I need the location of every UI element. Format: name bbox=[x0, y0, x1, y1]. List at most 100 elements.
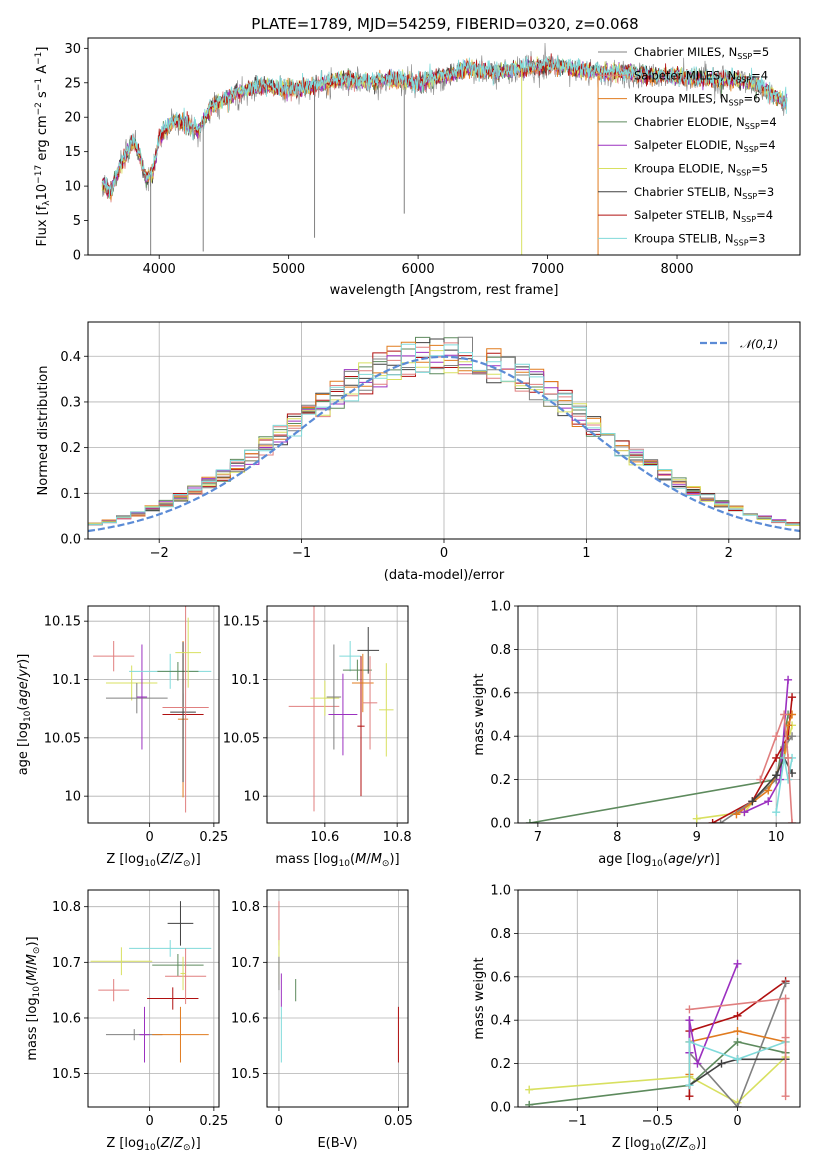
residuals-ytick-label: 0.4 bbox=[60, 350, 81, 365]
age_vs_Z-ylabel: age [log10(age/yr)] bbox=[16, 654, 33, 776]
weight_vs_age-marker bbox=[772, 771, 781, 780]
weight_vs_age-marker bbox=[708, 819, 717, 823]
spectrum-ytick-label: 5 bbox=[73, 214, 81, 229]
weight_vs_age-series bbox=[756, 710, 797, 823]
weight_vs_age-marker bbox=[716, 819, 725, 823]
legend-label-ch_st: Chabrier STELIB, NSSP=3 bbox=[634, 185, 774, 201]
mass_vs_Z-plot-area bbox=[90, 901, 212, 1063]
spectrum-ytick-label: 0 bbox=[73, 249, 81, 264]
mass_vs_Z-point bbox=[90, 947, 153, 976]
age_vs_mass-point bbox=[379, 663, 394, 757]
residuals-ytick-label: 0.0 bbox=[60, 533, 81, 548]
weight_vs_Z-ytick-label: 0.4 bbox=[490, 1014, 511, 1029]
weight_vs_Z-marker bbox=[525, 1100, 534, 1107]
legend-label-kr_el: Kroupa ELODIE, NSSP=5 bbox=[634, 162, 768, 178]
weight_vs_Z-ytick-label: 0.8 bbox=[490, 927, 511, 942]
mass-vs-ebv-panel: 0 0.05 10.5 10.6 10.7 10.8 E(B-V) bbox=[231, 889, 413, 1151]
spectrum-xlabel: wavelength [Angstrom, rest frame] bbox=[330, 283, 559, 298]
age_vs_Z-point bbox=[93, 641, 135, 672]
mass_vs_Z-xtick-label: 0.25 bbox=[199, 1114, 228, 1129]
spectrum-xtick-label: 8000 bbox=[660, 262, 693, 277]
age_vs_mass-axes-frame bbox=[266, 605, 409, 824]
spectrum-line-kr_st bbox=[101, 55, 788, 199]
age_vs_Z-point bbox=[105, 683, 168, 714]
weight_vs_age-marker bbox=[784, 675, 793, 684]
weight_vs_Z-ytick-label: 1.0 bbox=[490, 884, 511, 899]
age_vs_mass-ytick-label: 10.05 bbox=[223, 731, 260, 746]
residual-histogram-kr_st bbox=[88, 343, 800, 525]
mass_vs_Z-point bbox=[167, 901, 194, 946]
weight_vs_age-marker bbox=[732, 810, 741, 819]
age_vs_mass-ytick-label: 10.1 bbox=[231, 673, 260, 688]
residuals-xtick-label: 0 bbox=[440, 546, 448, 561]
weight_vs_Z-marker bbox=[685, 1005, 694, 1014]
weight_vs_Z-xtick-label: −1 bbox=[568, 1114, 587, 1129]
age_vs_Z-point bbox=[136, 644, 148, 750]
age_vs_mass-point bbox=[326, 644, 342, 750]
weight_vs_Z-marker bbox=[733, 1027, 742, 1036]
mass_vs_Z-point bbox=[152, 1006, 209, 1063]
legend-label-sa_st: Salpeter STELIB, NSSP=4 bbox=[634, 208, 773, 224]
legend-label-sa_el: Salpeter ELODIE, NSSP=4 bbox=[634, 138, 776, 154]
weight_vs_age-ytick-label: 1.0 bbox=[490, 600, 511, 615]
weight_vs_age-marker bbox=[788, 710, 797, 719]
weight_vs_Z-marker bbox=[781, 1092, 790, 1101]
weight_vs_Z-marker bbox=[525, 1085, 534, 1094]
age_vs_mass-point bbox=[357, 627, 380, 674]
weight_vs_age-marker bbox=[780, 710, 789, 719]
weight_vs_Z-marker bbox=[733, 1055, 742, 1064]
legend-label-kr_st: Kroupa STELIB, NSSP=3 bbox=[634, 231, 765, 247]
age_vs_mass-xtick-label: 10.8 bbox=[383, 830, 412, 845]
weight_vs_age-marker bbox=[772, 808, 781, 817]
spectrum-ytick-label: 15 bbox=[64, 145, 81, 160]
mass_vs_EBV-xtick-label: 0.05 bbox=[384, 1114, 413, 1129]
age_vs_mass-ytick-label: 10 bbox=[243, 790, 260, 805]
weight_vs_Z-marker bbox=[781, 994, 790, 1003]
weight_vs_Z-xtick-label: −0.5 bbox=[642, 1114, 674, 1129]
mass_vs_Z-point bbox=[180, 956, 186, 991]
weight_vs_age-marker bbox=[788, 819, 797, 823]
weight_vs_Z-axes-frame bbox=[517, 889, 801, 1108]
age_vs_Z-point bbox=[170, 642, 196, 783]
age_vs_Z-point bbox=[157, 662, 199, 681]
weight_vs_Z-marker bbox=[733, 959, 742, 968]
age_vs_Z-ytick-label: 10.15 bbox=[44, 615, 81, 630]
weight_vs_age-ytick-label: 0.4 bbox=[490, 730, 511, 745]
mass_vs_Z-point bbox=[152, 953, 204, 977]
mass_vs_EBV-plot-area bbox=[278, 901, 399, 1063]
weight_vs_age-marker bbox=[784, 753, 793, 762]
mass_vs_Z-ylabel: mass [log10(M/M⊙)] bbox=[25, 936, 42, 1060]
mass_vs_EBV-xlabel: E(B-V) bbox=[317, 1136, 357, 1151]
weight_vs_age-xtick-label: 10 bbox=[768, 830, 785, 845]
residuals-plot-area bbox=[88, 336, 800, 533]
weight_vs_age-marker bbox=[748, 797, 757, 806]
mass_vs_EBV-ytick-label: 10.5 bbox=[231, 1067, 260, 1082]
mass_vs_Z-ytick-label: 10.5 bbox=[52, 1067, 81, 1082]
residuals-xtick-label: −1 bbox=[292, 546, 311, 561]
age_vs_Z-xtick-label: 0.25 bbox=[199, 830, 228, 845]
residuals-panel: −2 −1 0 1 2 0.0 0.1 0.2 0.3 0.4 (data-model)/error… bbox=[36, 321, 801, 583]
age_vs_mass-point bbox=[342, 659, 372, 681]
weight_vs_age-marker bbox=[740, 808, 749, 817]
mass_vs_Z-point bbox=[147, 987, 199, 1010]
residual-histogram-kr_el bbox=[88, 350, 800, 526]
weight_vs_age-ylabel: mass weight bbox=[472, 673, 487, 755]
weight_vs_age-marker bbox=[692, 814, 701, 823]
weight_vs_Z-ytick-label: 0.0 bbox=[490, 1101, 511, 1116]
mass_vs_EBV-xtick-label: 0 bbox=[275, 1114, 283, 1129]
gaussian-curve bbox=[88, 355, 800, 533]
age_vs_Z-point bbox=[175, 617, 202, 688]
weight_vs_Z-series bbox=[685, 994, 790, 1101]
weight_vs_Z-ylabel: mass weight bbox=[472, 957, 487, 1039]
residuals-ytick-label: 0.2 bbox=[60, 441, 81, 456]
spectrum-ylabel: Flux [fλ10−17 erg cm−2 s−1 A−1] bbox=[34, 47, 52, 247]
age_vs_mass-point bbox=[310, 680, 340, 716]
spectrum-xtick-label: 4000 bbox=[143, 262, 176, 277]
spectrum-axes-frame bbox=[87, 37, 801, 256]
residual-histogram-ch_mi bbox=[88, 336, 800, 526]
weight_vs_Z-marker bbox=[733, 1103, 742, 1107]
weight-vs-age-panel: 7 8 9 10 0.0 0.2 0.4 0.6 0.8 1.0 age [log10(age/yr… bbox=[472, 600, 801, 869]
age_vs_Z-plot-area bbox=[93, 606, 212, 813]
mass_vs_Z-axes-frame bbox=[87, 889, 220, 1108]
